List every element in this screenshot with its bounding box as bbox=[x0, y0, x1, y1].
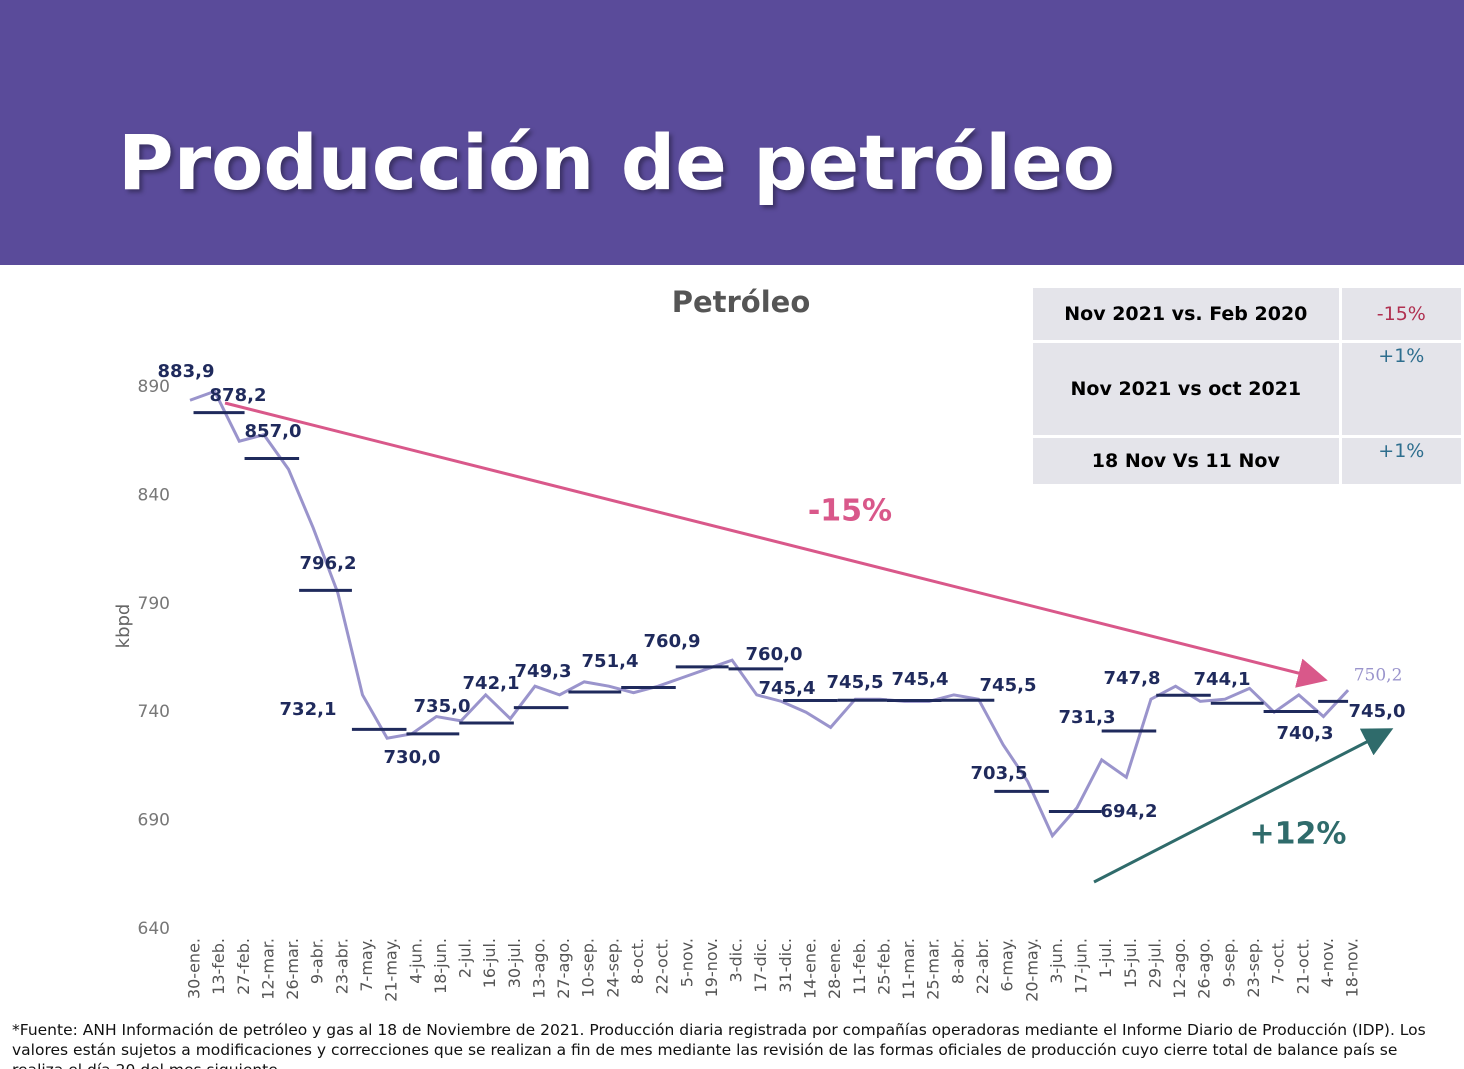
x-tick-label: 16-jul. bbox=[480, 938, 499, 988]
annotation: +12% bbox=[1250, 817, 1347, 852]
x-tick-label: 9-abr. bbox=[308, 938, 327, 984]
x-tick-label: 29-jul. bbox=[1145, 938, 1164, 988]
data-label: 749,3 bbox=[515, 661, 572, 682]
data-label: 747,8 bbox=[1104, 668, 1161, 689]
table-cell: Nov 2021 vs oct 2021 bbox=[1033, 343, 1339, 435]
x-tick-label: 2-jul. bbox=[456, 938, 475, 978]
data-label: 878,2 bbox=[210, 385, 267, 406]
arrow bbox=[224, 401, 1328, 688]
table-cell: +1% bbox=[1341, 343, 1461, 435]
x-tick-label: 24-sep. bbox=[603, 938, 622, 998]
x-tick-label: 26-ago. bbox=[1195, 938, 1214, 999]
x-tick-label: 27-feb. bbox=[234, 938, 253, 995]
data-label: 745,4 bbox=[759, 678, 816, 699]
data-label: 740,3 bbox=[1277, 723, 1334, 744]
x-tick-label: 28-ene. bbox=[825, 938, 844, 999]
x-tick-label: 12-ago. bbox=[1170, 938, 1189, 999]
line bbox=[189, 389, 1350, 839]
data-label: 751,4 bbox=[582, 651, 639, 672]
y-tick-label: 840 bbox=[138, 485, 170, 505]
data-label: 694,2 bbox=[1101, 801, 1158, 822]
arrow bbox=[1093, 728, 1394, 884]
x-tick-label: 13-feb. bbox=[209, 938, 228, 995]
data-label: 745,5 bbox=[827, 672, 884, 693]
data-label: 857,0 bbox=[245, 421, 302, 442]
table-cell: Nov 2021 vs. Feb 2020 bbox=[1033, 288, 1339, 340]
x-tick-label: 12-mar. bbox=[258, 938, 277, 1000]
x-tick-label: 13-ago. bbox=[529, 938, 548, 999]
x-tick-label: 8-oct. bbox=[628, 938, 647, 984]
table-cell: +1% bbox=[1341, 438, 1461, 484]
data-label: 742,1 bbox=[463, 673, 520, 694]
data-label: 760,9 bbox=[644, 631, 701, 652]
x-tick-label: 5-nov. bbox=[677, 938, 696, 987]
x-tick-label: 4-jun. bbox=[406, 938, 425, 984]
x-tick-label: 3-jun. bbox=[1047, 938, 1066, 984]
data-label: 745,5 bbox=[980, 675, 1037, 696]
data-label: 796,2 bbox=[300, 553, 357, 574]
x-tick-label: 3-dic. bbox=[727, 938, 746, 982]
x-tick-label: 21-may. bbox=[382, 938, 401, 1002]
x-tick-label: 18-nov. bbox=[1343, 938, 1362, 997]
x-tick-label: 10-sep. bbox=[579, 938, 598, 998]
x-tick-label: 17-jun. bbox=[1072, 938, 1091, 994]
data-label: 744,1 bbox=[1194, 669, 1251, 690]
x-tick-label: 27-ago. bbox=[554, 938, 573, 999]
x-tick-label: 8-abr. bbox=[948, 938, 967, 984]
chart-title: Petróleo bbox=[672, 285, 811, 319]
footnote: *Fuente: ANH Información de petróleo y g… bbox=[12, 1021, 1426, 1069]
data-label: 760,0 bbox=[746, 644, 803, 665]
x-tick-label: 25-mar. bbox=[924, 938, 943, 1000]
x-tick-label: 11-feb. bbox=[850, 938, 869, 995]
x-tick-label: 18-jun. bbox=[431, 938, 450, 994]
annotation: -15% bbox=[808, 494, 892, 529]
data-label: 883,9 bbox=[158, 361, 215, 382]
y-tick-label: 640 bbox=[138, 919, 170, 939]
x-tick-label: 25-feb. bbox=[874, 938, 893, 995]
table-cell: -15% bbox=[1341, 288, 1461, 340]
y-tick-label: 740 bbox=[138, 702, 170, 722]
data-label: 735,0 bbox=[414, 696, 471, 717]
data-label: 745,4 bbox=[892, 669, 949, 690]
x-tick-label: 30-jul. bbox=[505, 938, 524, 988]
x-tick-label: 17-dic. bbox=[751, 938, 770, 993]
x-tick-label: 7-may. bbox=[357, 938, 376, 992]
x-tick-label: 23-abr. bbox=[332, 938, 351, 994]
data-label: 730,0 bbox=[384, 747, 441, 768]
x-tick-label: 1-jul. bbox=[1096, 938, 1115, 978]
x-tick-label: 21-oct. bbox=[1293, 938, 1312, 994]
data-label: 745,0 bbox=[1349, 701, 1406, 722]
x-tick-label: 4-nov. bbox=[1318, 938, 1337, 987]
x-tick-label: 7-oct. bbox=[1269, 938, 1288, 984]
y-tick-label: 690 bbox=[138, 811, 170, 831]
y-tick-label: 890 bbox=[138, 377, 170, 397]
data-label: 750,2 bbox=[1354, 666, 1403, 686]
comparison-table: Nov 2021 vs. Feb 2020 -15% Nov 2021 vs oc… bbox=[1030, 285, 1464, 487]
header-band: Producción de petróleo bbox=[0, 0, 1464, 265]
x-tick-label: 6-may. bbox=[998, 938, 1017, 992]
x-tick-label: 22-abr. bbox=[973, 938, 992, 994]
data-label: 703,5 bbox=[971, 763, 1028, 784]
table-cell: 18 Nov Vs 11 Nov bbox=[1033, 438, 1339, 484]
x-tick-label: 19-nov. bbox=[702, 938, 721, 997]
slide-title: Producción de petróleo bbox=[118, 118, 1116, 207]
y-tick-label: 790 bbox=[138, 594, 170, 614]
x-tick-label: 31-dic. bbox=[776, 938, 795, 993]
x-tick-label: 14-ene. bbox=[801, 938, 820, 999]
x-tick-label: 26-mar. bbox=[283, 938, 302, 1000]
x-tick-label: 22-oct. bbox=[653, 938, 672, 994]
data-label: 732,1 bbox=[280, 699, 337, 720]
x-tick-label: 30-ene. bbox=[185, 938, 204, 999]
y-axis-label: kbpd bbox=[113, 604, 134, 649]
x-tick-label: 23-sep. bbox=[1244, 938, 1263, 998]
x-tick-label: 20-may. bbox=[1022, 938, 1041, 1002]
x-tick-label: 9-sep. bbox=[1219, 938, 1238, 987]
x-tick-label: 11-mar. bbox=[899, 938, 918, 1000]
data-label: 731,3 bbox=[1059, 707, 1116, 728]
x-tick-label: 15-jul. bbox=[1121, 938, 1140, 988]
